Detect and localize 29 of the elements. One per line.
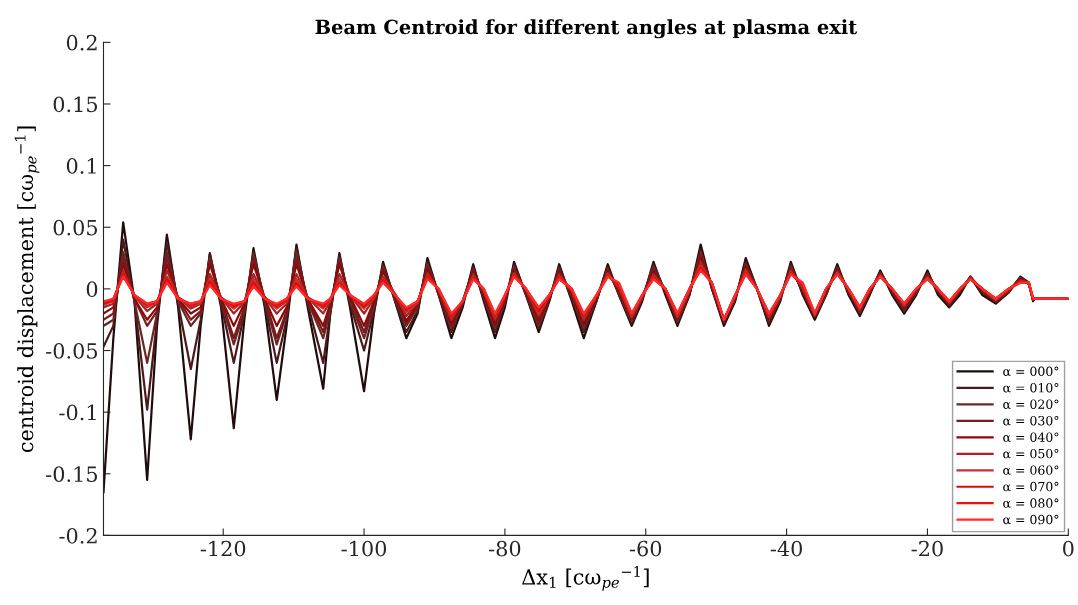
x-tick-label: -40: [770, 540, 802, 557]
legend-label: α = 050°: [1003, 448, 1059, 459]
y-tick-label: 0.1: [66, 158, 96, 174]
y-tick-label: -0.05: [46, 342, 98, 359]
x-axis-title: Δx$_{1}$ [cω$_{pe}$$^{−1}$]: [522, 566, 649, 591]
legend-label: α = 010°: [1003, 383, 1059, 393]
legend-label: α = 040°: [1003, 432, 1059, 442]
x-tick-label: 0: [1063, 540, 1074, 557]
x-tick-label: -80: [489, 540, 521, 557]
x-tick-label: -20: [911, 540, 943, 557]
y-tick-label: -0.2: [59, 527, 97, 544]
chart-title: Beam Centroid for different angles at plasma exit: [315, 19, 858, 39]
x-tick-label: -100: [341, 540, 387, 557]
x-tick-label: -60: [629, 540, 662, 557]
legend-label: α = 020°: [1003, 399, 1059, 409]
legend-label: α = 090°: [1003, 514, 1059, 525]
legend-label: α = 030°: [1003, 415, 1059, 426]
legend-label: α = 000°: [1003, 366, 1059, 376]
x-tick-label: -120: [200, 540, 246, 557]
legend-label: α = 060°: [1003, 465, 1059, 475]
legend-label: α = 070°: [1003, 481, 1059, 492]
y-tick-label: 0: [86, 281, 98, 298]
y-tick-label: 0.05: [53, 219, 98, 236]
y-tick-label: -0.1: [59, 404, 96, 421]
y-axis-title: centroid displacement [cω$_{pe}$$^{−1}$]: [14, 126, 40, 453]
y-tick-label: 0.15: [53, 96, 98, 113]
y-tick-label: -0.15: [46, 466, 98, 482]
y-tick-label: 0.2: [66, 34, 97, 51]
legend-label: α = 080°: [1003, 498, 1059, 508]
